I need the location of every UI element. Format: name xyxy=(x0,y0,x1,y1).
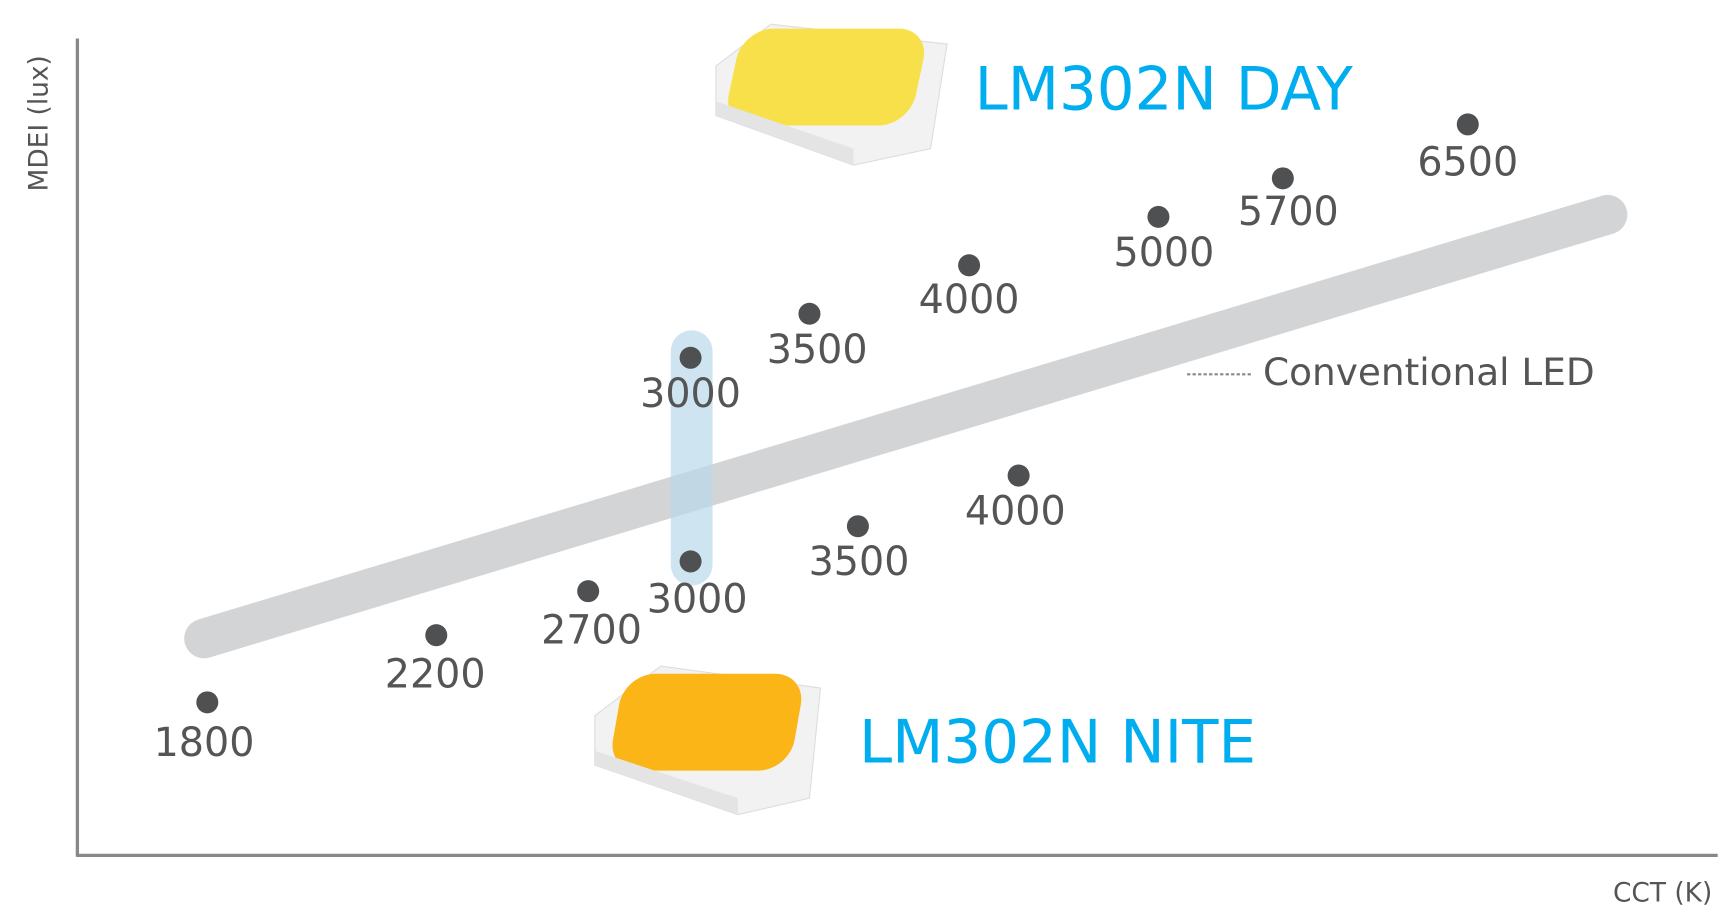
point-label: 4000 xyxy=(919,277,1020,323)
point xyxy=(1007,464,1030,487)
point-label: 2200 xyxy=(385,652,486,698)
point xyxy=(1271,167,1294,190)
point xyxy=(679,346,702,369)
point-label: 5000 xyxy=(1114,230,1215,276)
point xyxy=(1456,113,1479,136)
point-label: 5700 xyxy=(1238,189,1339,235)
point xyxy=(679,550,702,573)
point-label: 3000 xyxy=(640,371,741,417)
point xyxy=(196,691,219,714)
conventional-led-band xyxy=(184,194,1628,659)
point-label: 4000 xyxy=(965,489,1066,535)
highlight-3000 xyxy=(670,330,713,586)
point-label: 6500 xyxy=(1417,140,1518,186)
point xyxy=(577,580,600,603)
product-title: LM302N DAY xyxy=(975,56,1354,125)
led-nite-image xyxy=(594,665,822,816)
point-label: 3000 xyxy=(647,577,748,623)
legend-label: Conventional LED xyxy=(1263,350,1595,394)
x-axis-label: CCT (K) xyxy=(1613,877,1712,906)
led-day-image xyxy=(715,23,948,166)
y-axis-label: MDEI (lux) xyxy=(23,55,54,191)
point xyxy=(425,624,448,647)
points: 3000350040005000570065001800220027003000… xyxy=(154,113,1518,766)
point xyxy=(798,302,821,325)
product-title: LM302N NITE xyxy=(859,708,1256,777)
point-label: 3500 xyxy=(767,327,868,373)
point xyxy=(958,254,981,277)
point-label: 1800 xyxy=(154,720,255,766)
point-label: 3500 xyxy=(809,539,910,585)
point xyxy=(846,515,869,538)
point-label: 2700 xyxy=(541,607,642,653)
point xyxy=(1147,205,1170,228)
